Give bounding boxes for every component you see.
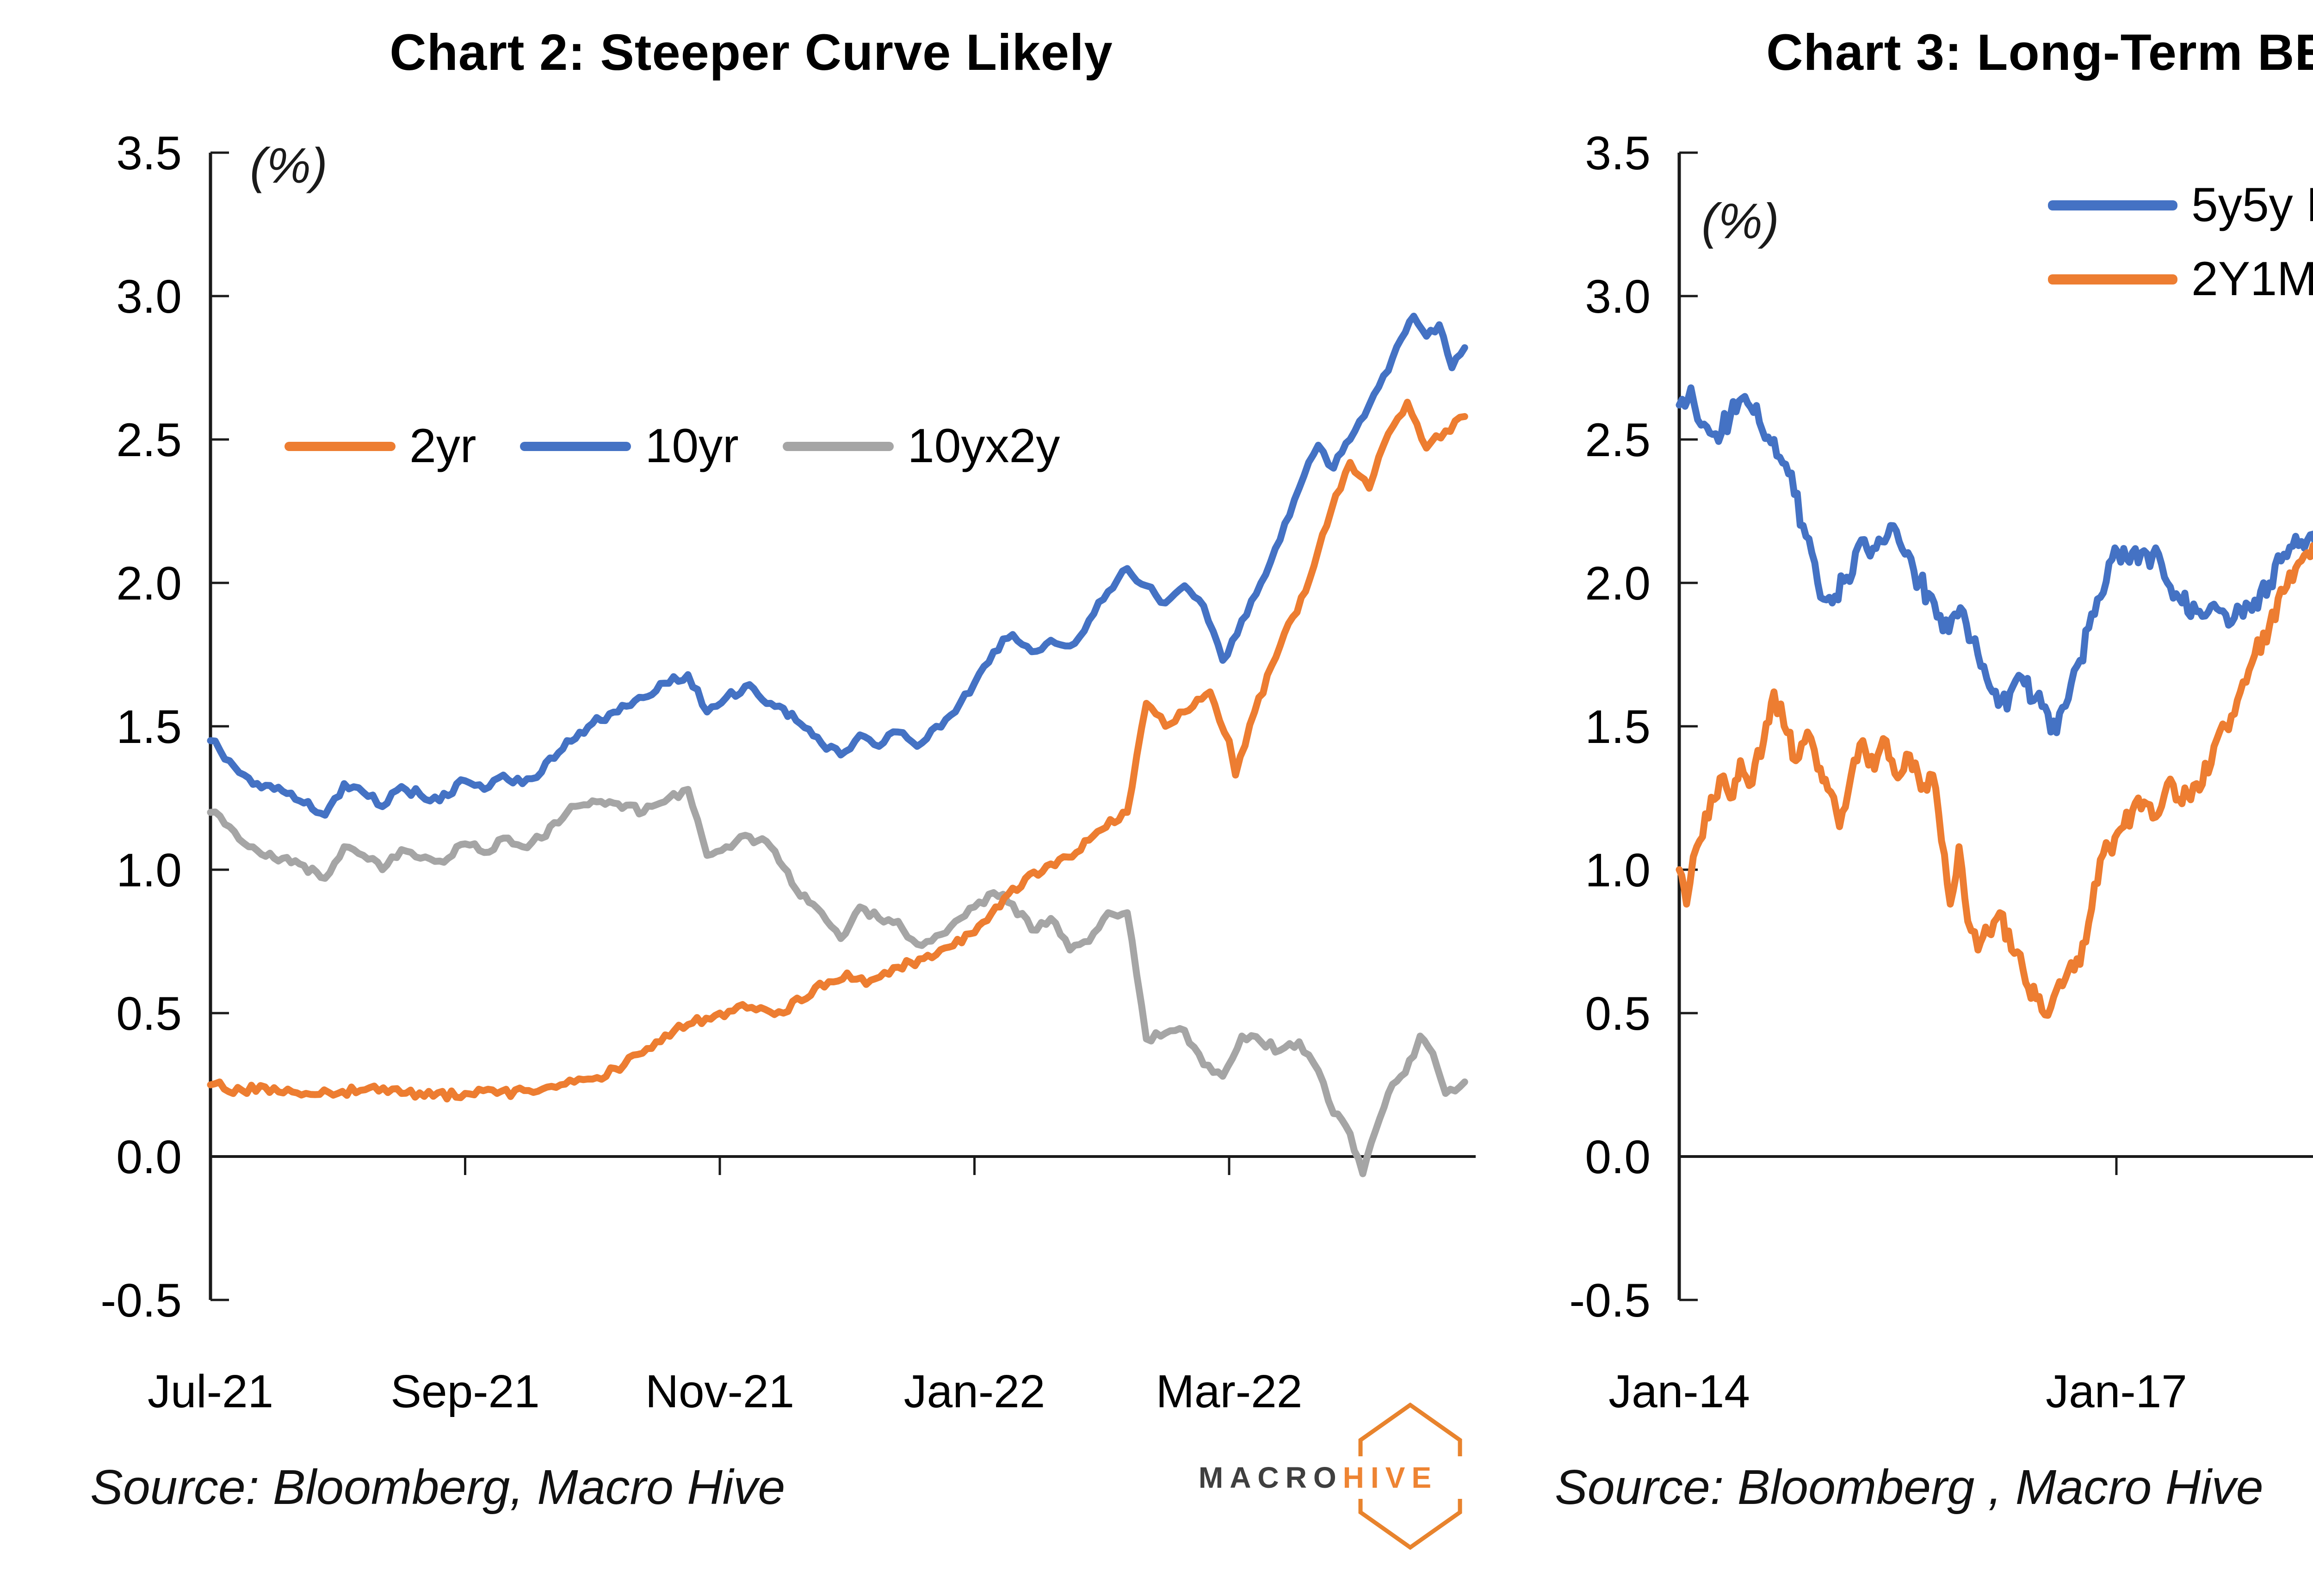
y-tick-label: 1.5: [1585, 700, 1651, 753]
y-tick-label: 0.0: [116, 1131, 182, 1183]
chart2-legend: 2yr 10yr 10yx2y: [284, 419, 1104, 474]
chart2-unit-label: (%): [250, 137, 328, 193]
chart2-title: Chart 2: Steeper Curve Likely: [390, 24, 1113, 81]
logo-text-hive: HIVE: [1342, 1461, 1438, 1494]
legend-swatch-2yr-icon: [284, 441, 396, 451]
y-tick-label: 2.0: [1585, 557, 1651, 610]
y-tick-label: 3.0: [116, 270, 182, 323]
y-tick-label: 1.0: [1585, 844, 1651, 897]
legend-label-10yr: 10yr: [645, 419, 739, 473]
series-line-2y1m-ois: [1676, 542, 2313, 1019]
y-tick-label: 0.5: [116, 987, 182, 1040]
legend-item-5y5y-be: 5y5y BE: [2048, 178, 2313, 232]
legend-swatch-10yr-icon: [520, 441, 631, 451]
macro-hive-hexagon-icon: [1358, 1403, 1462, 1550]
legend-label-10yx2y: 10yx2y: [907, 419, 1060, 473]
chart3-legend: 5y5y BE 2Y1M OIS: [2048, 178, 2313, 327]
x-tick-label: Jan-17: [2046, 1366, 2187, 1417]
legend-swatch-2y1m-ois-icon: [2048, 274, 2177, 285]
chart3-panel: Chart 3: Long-Term BEs to Rise Further (…: [1503, 0, 2313, 1596]
y-tick-label: 1.5: [116, 700, 182, 753]
y-tick-label: 2.5: [116, 414, 182, 466]
chart2-source: Source: Bloomberg, Macro Hive: [90, 1460, 785, 1515]
chart3-title: Chart 3: Long-Term BEs to Rise Further: [1766, 24, 2313, 81]
logo-text-macro: MACRO: [1198, 1461, 1343, 1494]
series-line-2yr: [207, 398, 1468, 1103]
legend-label-2yr: 2yr: [409, 419, 476, 473]
x-tick-label: Jul-21: [148, 1366, 273, 1417]
y-tick-label: 2.5: [1585, 414, 1651, 466]
chart2-plot-area: 3.5 3.0 2.5 2.0 1.5 1.0 0.5 0.0 -0.5 Jul-21 Sep-21…: [100, 127, 1476, 1417]
x-tick-label: Sep-21: [390, 1366, 539, 1417]
series-line-5y5y-be: [1676, 384, 2313, 736]
legend-swatch-10yx2y-icon: [782, 441, 894, 451]
chart2-panel: Chart 2: Steeper Curve Likely (%) 3.5 3.0…: [90, 24, 1476, 1550]
y-tick-label: 3.0: [1585, 270, 1651, 323]
x-tick-label: Jan-14: [1608, 1366, 1750, 1417]
y-tick-label: 0.0: [1585, 1131, 1651, 1183]
legend-swatch-5y5y-be-icon: [2048, 200, 2177, 210]
y-tick-label: 1.0: [116, 844, 182, 897]
legend-item-2y1m-ois: 2Y1M OIS: [2048, 252, 2313, 306]
x-tick-label: Mar-22: [1156, 1366, 1303, 1417]
y-tick-label: -0.5: [100, 1274, 182, 1327]
legend-item-10yx2y: 10yx2y: [782, 419, 1060, 474]
chart3-plot-area: 3.5 3.0 2.5 2.0 1.5 1.0 0.5 0.0 -0.5 Jan-14 Jan-17…: [1569, 127, 2313, 1417]
macro-hive-wordmark: MACRO HIVE: [1198, 1456, 1463, 1499]
y-tick-label: -0.5: [1569, 1274, 1651, 1327]
y-tick-label: 0.5: [1585, 987, 1651, 1040]
y-tick-label: 3.5: [1585, 127, 1651, 179]
x-tick-label: Jan-22: [904, 1366, 1045, 1417]
series-line-10yx2y: [207, 786, 1468, 1177]
y-tick-label: 2.0: [116, 557, 182, 610]
x-tick-label: Nov-21: [645, 1366, 794, 1417]
legend-item-10yr: 10yr: [520, 419, 739, 474]
chart3-unit-label: (%): [1701, 193, 1779, 249]
series-line-10yr: [207, 312, 1468, 819]
legend-item-2yr: 2yr: [284, 419, 476, 474]
macro-hive-logo: MACRO HIVE: [1198, 1403, 1463, 1550]
chart3-source: Source: Bloomberg , Macro Hive: [1555, 1460, 2264, 1515]
legend-label-5y5y-be: 5y5y BE: [2191, 178, 2313, 232]
y-tick-label: 3.5: [116, 127, 182, 179]
legend-label-2y1m-ois: 2Y1M OIS: [2191, 252, 2313, 306]
